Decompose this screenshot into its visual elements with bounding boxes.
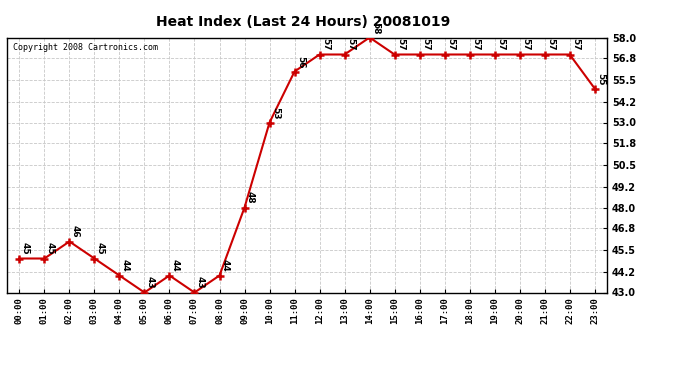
Text: 57: 57: [471, 39, 480, 51]
Text: 57: 57: [396, 39, 405, 51]
Text: 44: 44: [170, 260, 179, 272]
Text: 44: 44: [221, 260, 230, 272]
Text: 57: 57: [321, 39, 330, 51]
Text: Copyright 2008 Cartronics.com: Copyright 2008 Cartronics.com: [13, 43, 158, 52]
Text: 48: 48: [246, 192, 255, 204]
Text: 53: 53: [270, 106, 279, 119]
Text: 57: 57: [571, 39, 580, 51]
Text: 45: 45: [21, 243, 30, 255]
Text: 57: 57: [496, 39, 505, 51]
Text: 46: 46: [70, 225, 79, 238]
Text: 55: 55: [596, 73, 605, 85]
Text: 57: 57: [446, 39, 455, 51]
Text: 57: 57: [421, 39, 430, 51]
Text: 45: 45: [46, 243, 55, 255]
Text: 56: 56: [296, 56, 305, 68]
Text: 44: 44: [121, 260, 130, 272]
Text: 43: 43: [196, 276, 205, 289]
Text: 57: 57: [546, 39, 555, 51]
Text: 45: 45: [96, 243, 105, 255]
Text: 57: 57: [346, 39, 355, 51]
Text: 57: 57: [521, 39, 530, 51]
Text: 58: 58: [371, 22, 380, 34]
Text: 43: 43: [146, 276, 155, 289]
Text: Heat Index (Last 24 Hours) 20081019: Heat Index (Last 24 Hours) 20081019: [157, 15, 451, 29]
